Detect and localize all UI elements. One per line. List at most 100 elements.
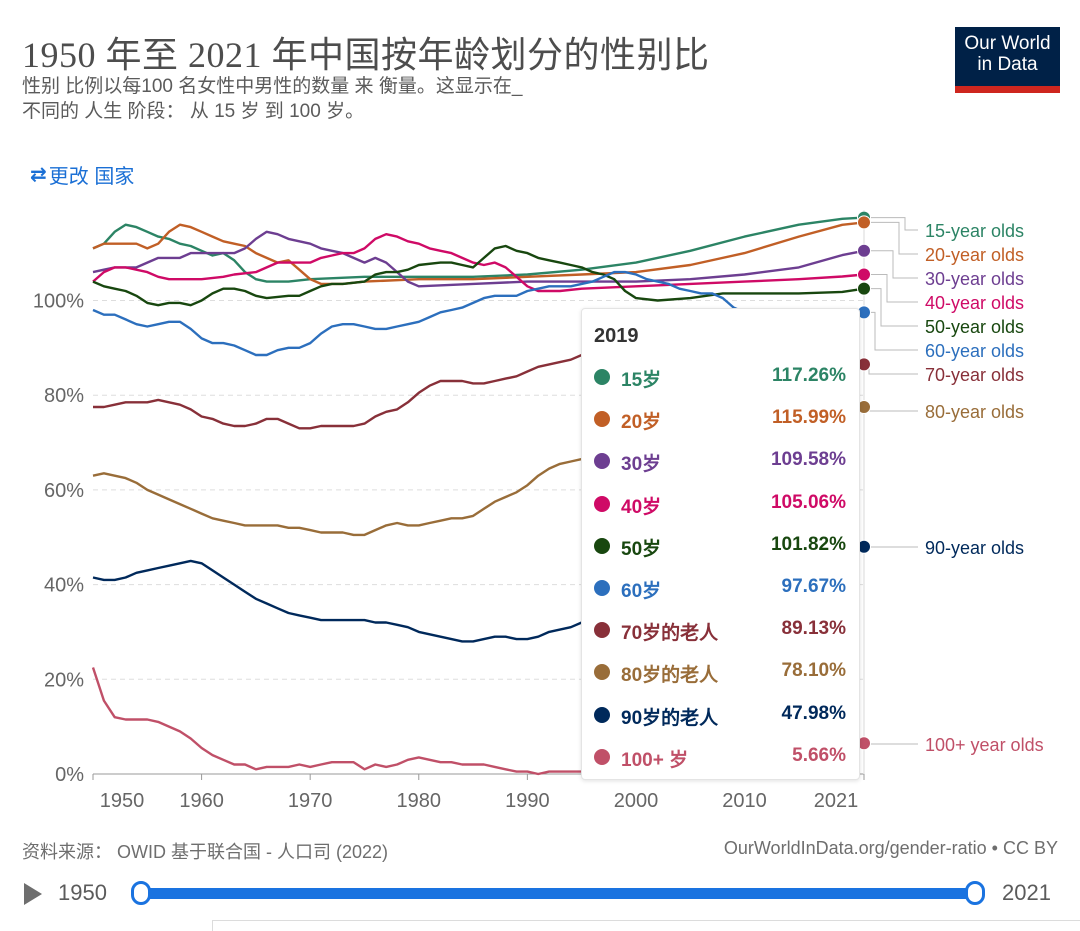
timeline: 1950 2021 bbox=[0, 874, 1080, 914]
tooltip-series-label: 50岁 bbox=[621, 534, 661, 561]
tooltip-row: 20岁 115.99% bbox=[594, 405, 846, 435]
series-color-dot-icon bbox=[594, 707, 610, 723]
tooltip-row: 100+ 岁 5.66% bbox=[594, 743, 846, 773]
series-color-dot-icon bbox=[594, 622, 610, 638]
tooltip-series-value: 89.13% bbox=[782, 618, 846, 640]
series-end-label[interactable]: 60-year olds bbox=[925, 341, 1024, 361]
chart-title: 1950 年至 2021 年中国按年龄划分的性别比 bbox=[22, 26, 710, 78]
y-tick-label: 100% bbox=[33, 291, 84, 313]
tooltip-row: 70岁的老人 89.13% bbox=[594, 616, 846, 646]
y-tick-label: 20% bbox=[44, 669, 84, 691]
logo-line-2: in Data bbox=[955, 54, 1060, 75]
tooltip-series-value: 101.82% bbox=[771, 534, 846, 556]
series-end-label[interactable]: 30-year olds bbox=[925, 269, 1024, 289]
source-note: 资料来源： OWID 基于联合国 - 人口司 (2022) bbox=[22, 838, 388, 864]
tooltip-row: 15岁 117.26% bbox=[594, 363, 846, 393]
tooltip-row: 40岁 105.06% bbox=[594, 490, 846, 520]
series-end-marker[interactable] bbox=[858, 244, 871, 257]
x-tick-label: 1970 bbox=[288, 790, 333, 812]
x-tick-label: 2021 bbox=[814, 790, 859, 812]
x-tick-label: 1960 bbox=[179, 790, 224, 812]
tooltip-series-value: 117.26% bbox=[772, 365, 846, 387]
tooltip-series-label: 70岁的老人 bbox=[621, 618, 718, 645]
y-tick-label: 40% bbox=[44, 575, 84, 597]
series-color-dot-icon bbox=[594, 411, 610, 427]
end-labels: 15-year olds 20-year olds 30-year olds 40-y… bbox=[851, 211, 1044, 755]
tooltip-series-label: 40岁 bbox=[621, 492, 661, 519]
series-end-label[interactable]: 70-year olds bbox=[925, 365, 1024, 385]
tooltip-series-label: 60岁 bbox=[621, 576, 661, 603]
series-end-marker[interactable] bbox=[858, 282, 871, 295]
tooltip-year: 2019 bbox=[594, 325, 639, 348]
label-connector bbox=[864, 222, 918, 254]
chart-subtitle: 性别 比例以每100 名女性中男性的数量 来 衡量。这显示在_ 不同的 人生 阶… bbox=[22, 74, 642, 124]
y-tick-label: 60% bbox=[44, 480, 84, 502]
tooltip-series-label: 90岁的老人 bbox=[621, 703, 718, 730]
timeline-track[interactable] bbox=[141, 888, 975, 899]
series-line[interactable] bbox=[93, 218, 864, 282]
timeline-end-label: 2021 bbox=[1002, 880, 1051, 906]
tooltip-row: 50岁 101.82% bbox=[594, 532, 846, 562]
timeline-start-label: 1950 bbox=[58, 880, 107, 906]
source-link[interactable]: OurWorldInData.org/gender-ratio • CC BY bbox=[724, 838, 1058, 859]
tooltip-series-value: 5.66% bbox=[792, 745, 846, 767]
subtitle-line-2: 不同的 人生 阶段： 从 15 岁 到 100 岁。 bbox=[22, 99, 642, 124]
play-icon[interactable] bbox=[24, 883, 42, 905]
series-color-dot-icon bbox=[594, 369, 610, 385]
tooltip-series-value: 47.98% bbox=[782, 703, 846, 725]
timeline-end-handle[interactable] bbox=[965, 881, 985, 905]
tooltip-row: 90岁的老人 47.98% bbox=[594, 701, 846, 731]
series-color-dot-icon bbox=[594, 664, 610, 680]
tooltip-series-label: 30岁 bbox=[621, 449, 661, 476]
series-end-label[interactable]: 90-year olds bbox=[925, 538, 1024, 558]
series-end-label[interactable]: 40-year olds bbox=[925, 293, 1024, 313]
series-end-marker[interactable] bbox=[858, 216, 871, 229]
tooltip-series-label: 20岁 bbox=[621, 407, 661, 434]
x-tick-label: 2010 bbox=[722, 790, 767, 812]
series-end-label[interactable]: 20-year olds bbox=[925, 245, 1024, 265]
series-end-label[interactable]: 15-year olds bbox=[925, 221, 1024, 241]
tooltip-series-value: 78.10% bbox=[782, 660, 846, 682]
timeline-start-handle[interactable] bbox=[131, 881, 151, 905]
x-tick-label: 2000 bbox=[614, 790, 659, 812]
series-color-dot-icon bbox=[594, 496, 610, 512]
series-end-marker[interactable] bbox=[858, 268, 871, 281]
label-connector bbox=[864, 312, 918, 350]
tooltip-row: 60岁 97.67% bbox=[594, 574, 846, 604]
y-tick-label: 0% bbox=[55, 764, 84, 786]
series-color-dot-icon bbox=[594, 538, 610, 554]
tooltip-series-label: 15岁 bbox=[621, 365, 661, 392]
tooltip-series-value: 115.99% bbox=[772, 407, 846, 429]
owid-logo[interactable]: Our World in Data bbox=[955, 27, 1060, 86]
change-country-label: 更改 国家 bbox=[49, 160, 135, 189]
label-connector bbox=[863, 407, 918, 411]
line-chart[interactable]: 0% 20% 40% 60% 80% 100% 1950 1960 1970 1980 1990 2… bbox=[0, 190, 1080, 830]
tooltip-series-value: 105.06% bbox=[771, 492, 846, 514]
swap-arrows-icon: ⇄ bbox=[30, 162, 47, 187]
logo-line-1: Our World bbox=[955, 33, 1060, 54]
tooltip-row: 80岁的老人 78.10% bbox=[594, 658, 846, 688]
tooltip-series-label: 100+ 岁 bbox=[621, 745, 688, 772]
label-connector bbox=[864, 289, 918, 326]
series-color-dot-icon bbox=[594, 453, 610, 469]
label-connector bbox=[864, 218, 918, 230]
tooltip-series-value: 97.67% bbox=[782, 576, 846, 598]
hover-tooltip: 2019 15岁 117.26% 20岁 115.99% 30岁 109.58% 40岁 10… bbox=[581, 308, 860, 780]
label-connector bbox=[864, 364, 918, 374]
tab-bar-edge bbox=[212, 920, 1080, 931]
y-tick-label: 80% bbox=[44, 385, 84, 407]
x-tick-label: 1980 bbox=[397, 790, 442, 812]
series-end-label[interactable]: 80-year olds bbox=[925, 402, 1024, 422]
series-color-dot-icon bbox=[594, 749, 610, 765]
label-connector bbox=[864, 251, 918, 278]
y-axis: 0% 20% 40% 60% 80% 100% bbox=[33, 291, 84, 787]
x-tick-label: 1990 bbox=[505, 790, 550, 812]
x-tick-label: 1950 bbox=[100, 790, 145, 812]
tooltip-series-value: 109.58% bbox=[771, 449, 846, 471]
tooltip-series-label: 80岁的老人 bbox=[621, 660, 718, 687]
change-country-button[interactable]: ⇄ 更改 国家 bbox=[30, 160, 134, 189]
series-color-dot-icon bbox=[594, 580, 610, 596]
subtitle-line-1: 性别 比例以每100 名女性中男性的数量 来 衡量。这显示在_ bbox=[22, 74, 642, 99]
series-end-label[interactable]: 100+ year olds bbox=[925, 735, 1044, 755]
series-end-label[interactable]: 50-year olds bbox=[925, 317, 1024, 337]
